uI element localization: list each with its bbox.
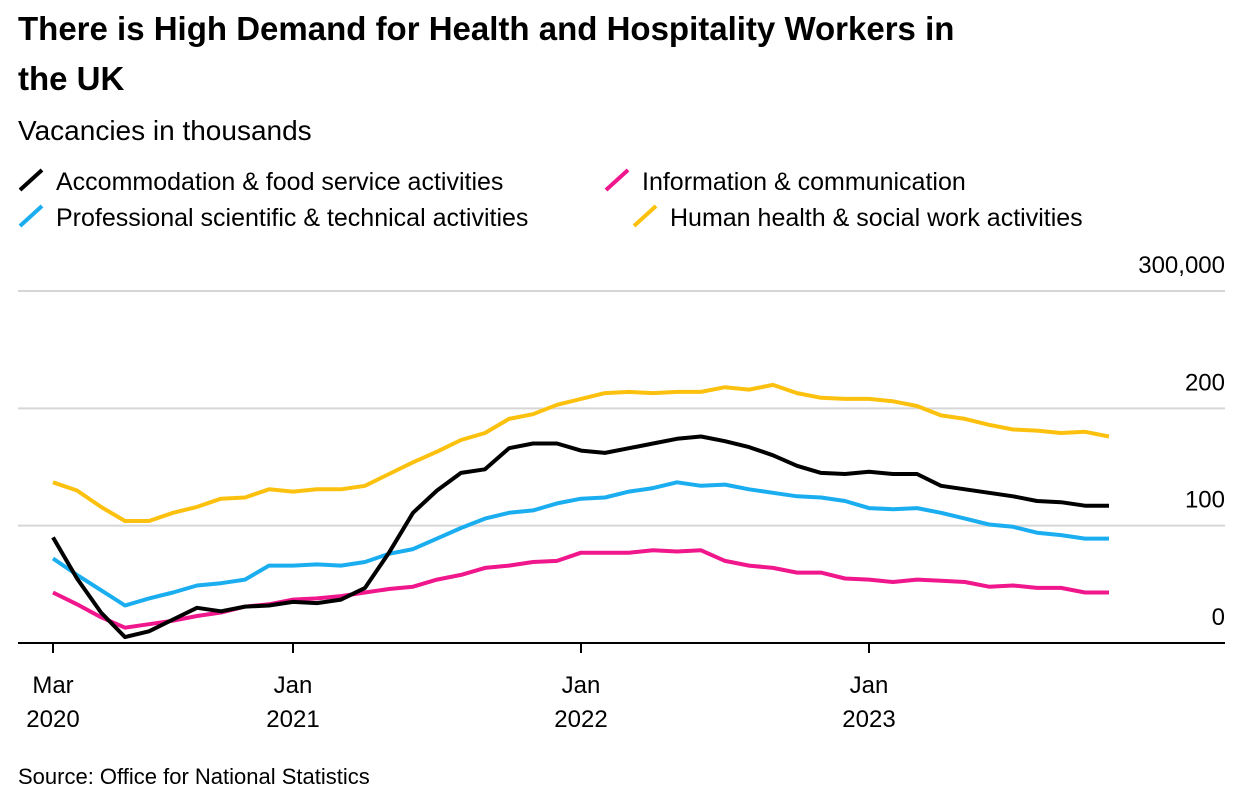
subtitle: Vacancies in thousands (18, 115, 312, 146)
legend-swatch (604, 168, 630, 192)
x-tick-label: Jan (562, 672, 601, 699)
legend-label: Professional scientific & technical acti… (56, 204, 528, 232)
legend-swatch (18, 204, 44, 228)
chart-title-2: the UK (18, 60, 125, 97)
y-tick-label: 0 (1212, 604, 1225, 631)
y-tick-label: 200 (1185, 369, 1225, 396)
series-line (52, 548, 1109, 630)
y-tick-label: 300,000 (1138, 252, 1225, 279)
legend-label: Information & communication (642, 168, 966, 196)
series-line (52, 382, 1110, 523)
x-tick-label: 2020 (26, 706, 79, 733)
source: Source: Office for National Statistics (18, 764, 370, 789)
series-line (51, 434, 1109, 640)
legend-label: Human health & social work activities (670, 204, 1083, 232)
x-tick-label: Jan (850, 672, 889, 699)
legend-swatch (632, 204, 658, 228)
legend-swatch (18, 168, 44, 192)
y-tick-label: 100 (1185, 487, 1225, 514)
x-tick-label: 2023 (842, 706, 895, 733)
chart-title: There is High Demand for Health and Hosp… (18, 10, 954, 47)
x-tick-label: 2021 (266, 706, 319, 733)
x-tick-label: 2022 (554, 706, 607, 733)
title-line: the UK (18, 60, 125, 97)
x-tick-label: Mar (32, 672, 73, 699)
x-tick-label: Jan (274, 672, 313, 699)
title-line: There is High Demand for Health and Hosp… (18, 10, 954, 47)
series-line (51, 480, 1109, 608)
legend-label: Accommodation & food service activities (56, 168, 503, 196)
